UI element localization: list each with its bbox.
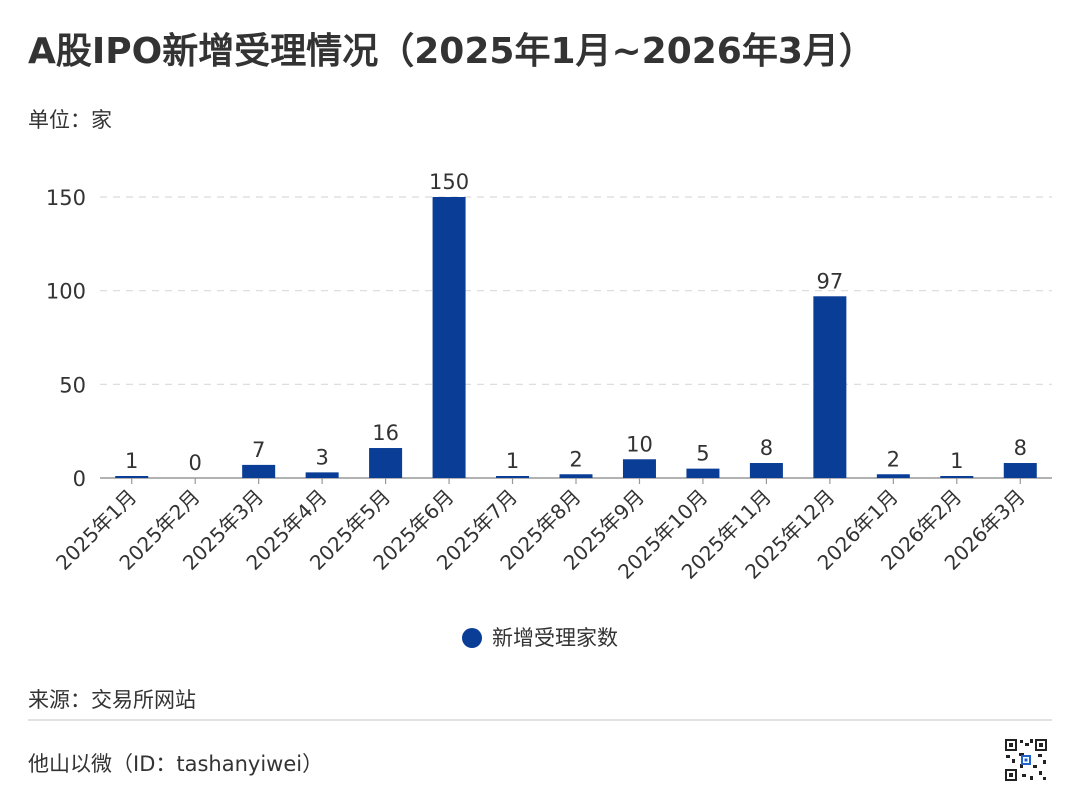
divider	[28, 719, 1052, 721]
data-label: 8	[1014, 436, 1027, 460]
data-label: 7	[252, 438, 265, 462]
data-label: 0	[189, 451, 202, 475]
data-label: 5	[696, 442, 709, 466]
data-label: 8	[760, 436, 773, 460]
legend: 新增受理家数	[0, 622, 1080, 652]
source-note: 来源：交易所网站	[28, 688, 196, 712]
bar	[876, 474, 910, 478]
y-tick-label: 0	[73, 467, 86, 491]
data-label: 1	[506, 449, 519, 473]
data-label: 97	[816, 269, 843, 293]
unit-label: 单位：家	[28, 108, 112, 132]
data-label: 150	[429, 170, 469, 194]
bar	[749, 463, 783, 478]
data-label: 16	[372, 421, 399, 445]
data-label: 10	[626, 432, 653, 456]
bar	[432, 197, 466, 478]
chart-title: A股IPO新增受理情况（2025年1月~2026年3月）	[28, 31, 875, 72]
data-label: 1	[125, 449, 138, 473]
bar	[686, 468, 720, 478]
data-label: 2	[887, 447, 900, 471]
bar	[813, 296, 847, 478]
bar	[496, 476, 530, 478]
y-tick-label: 100	[46, 280, 86, 304]
bar	[242, 464, 276, 478]
legend-label: 新增受理家数	[492, 626, 618, 650]
bar	[369, 448, 403, 478]
bar	[622, 459, 656, 478]
data-label: 1	[950, 449, 963, 473]
bar	[940, 476, 974, 478]
bar	[559, 474, 593, 478]
data-label: 2	[569, 447, 582, 471]
footer-account: 他山以微（ID：tashanyiwei）	[28, 752, 324, 776]
legend-marker	[462, 628, 482, 648]
bar	[1003, 463, 1037, 478]
qr-code-icon	[1004, 738, 1048, 782]
bar	[115, 476, 149, 478]
y-tick-label: 50	[59, 373, 86, 397]
bar	[305, 472, 339, 478]
y-tick-label: 150	[46, 186, 86, 210]
data-label: 3	[315, 445, 328, 469]
